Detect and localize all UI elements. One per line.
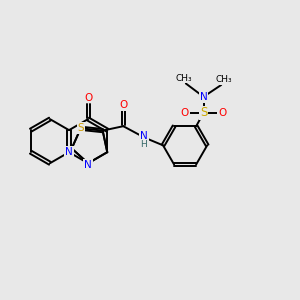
Text: CH₃: CH₃ xyxy=(216,75,232,84)
Text: O: O xyxy=(181,108,189,118)
Text: O: O xyxy=(84,93,92,103)
Text: CH₃: CH₃ xyxy=(175,74,192,83)
Text: H: H xyxy=(140,140,147,149)
Text: N: N xyxy=(84,160,92,170)
Text: N: N xyxy=(200,92,207,102)
Text: O: O xyxy=(218,108,226,118)
Text: S: S xyxy=(77,123,84,133)
Text: O: O xyxy=(119,100,128,110)
Text: N: N xyxy=(140,131,148,142)
Text: S: S xyxy=(200,106,207,119)
Text: N: N xyxy=(65,147,73,157)
